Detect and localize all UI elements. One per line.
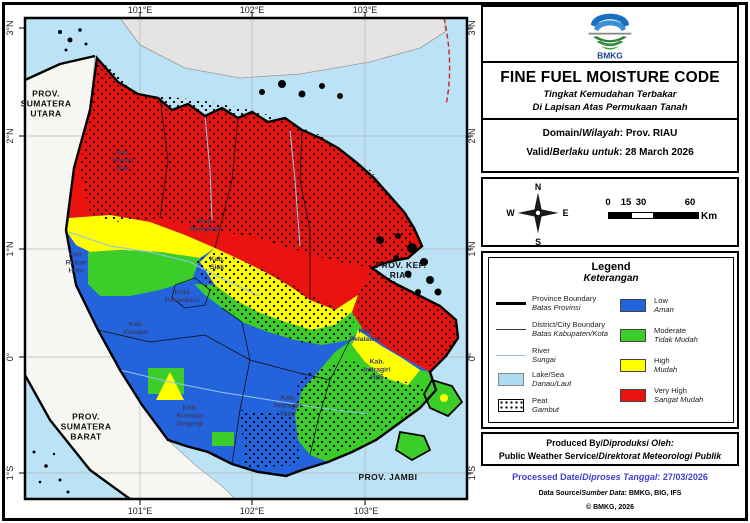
region-high-west <box>67 215 215 258</box>
lake-sea-swatch <box>498 372 524 386</box>
label-kab-kampar: Kab. Kampar <box>123 321 149 336</box>
lon-label-bottom-101: 101°E <box>127 506 153 516</box>
legend-item-very-high: Very High Sangat Mudah <box>617 386 703 405</box>
domain-line: Domain/Wilayah: Prov. RIAU <box>542 128 678 139</box>
produced-by-line: Produced By/Diproduksi Oleh: <box>546 438 674 448</box>
legend-subtitle: Keterangan <box>583 273 639 284</box>
label-kab-siak: Kab. Siak <box>209 256 225 271</box>
legend-box: Legend Keterangan Province Boundary Batas… <box>481 251 739 429</box>
svg-text:N: N <box>535 182 541 192</box>
lat-label-left-3n: 3°N <box>5 20 15 36</box>
lat-label-left-2n: 2°N <box>5 128 15 144</box>
label-kab-pelalawan: Kab. Pelalawan <box>349 328 383 343</box>
svg-text:S: S <box>535 237 541 246</box>
label-kota-pekanbaru: Kota Pekanbaru <box>164 289 200 304</box>
bmkg-logo-text: BMKG <box>597 51 623 61</box>
rivers <box>68 115 369 415</box>
map-area: 101°E 102°E 103°E 101°E 102°E 103°E 3°N … <box>5 5 477 516</box>
bmkg-logo: BMKG <box>588 13 632 61</box>
svg-text:E: E <box>563 208 569 218</box>
label-kab-rokan-hilir: Kab. Rokan Hilir <box>112 149 134 172</box>
legend-item-high: High Mudah <box>617 356 677 375</box>
legend-item-province-boundary: Province Boundary Batas Provinsi <box>495 294 596 313</box>
lat-label-right-0: 0° <box>467 352 477 362</box>
peat-overlay <box>80 58 456 468</box>
district-boundary-symbol <box>496 328 526 331</box>
map-subtitle-1: Tingkat Kemudahan Terbakar <box>543 89 677 100</box>
title-box: FINE FUEL MOISTURE CODE Tingkat Kemudaha… <box>481 61 739 120</box>
label-prov-sumatera-utara: PROV. SUMATERA UTARA <box>20 88 72 118</box>
map-content <box>25 18 467 499</box>
international-boundary-line <box>443 18 451 106</box>
info-panel: BMKG FINE FUEL MOISTURE CODE Tingkat Kem… <box>481 5 743 517</box>
lat-label-left-1s: 1°S <box>5 465 15 481</box>
lat-label-left-0: 0° <box>5 352 15 362</box>
river-symbol <box>496 354 526 357</box>
island-specks <box>32 28 442 494</box>
legend-item-district-boundary: District/City Boundary Batas Kabupaten/Ko… <box>495 320 608 339</box>
lat-label-right-3n: 3°N <box>467 20 477 36</box>
label-prov-kep-riau: PROV. KEP. RIAU <box>375 260 427 280</box>
label-kab-kuantan-singingi: Kab. Kuantan Singingi <box>176 404 204 427</box>
map-frame <box>23 16 469 501</box>
compass-rose-icon: N S E W <box>506 182 569 246</box>
logo-box: BMKG <box>481 5 739 63</box>
province-boundary-symbol <box>496 301 526 305</box>
valid-line: Valid/Berlaku untuk: 28 March 2026 <box>526 147 694 158</box>
legend-item-river: River Sungai <box>495 346 556 365</box>
produced-by-box: Produced By/Diproduksi Oleh: Public Weat… <box>481 432 739 466</box>
region-moderate-west <box>88 250 200 296</box>
label-prov-sumatera-barat: PROV. SUMATERA BARAT <box>60 411 112 441</box>
small-inlier-patches <box>148 368 234 446</box>
neighbour-coastlines <box>25 54 131 499</box>
label-kab-indragiri-hilir: Kab. Indragiri Hilir <box>363 358 391 381</box>
producer-line: Public Weather Service/Direktorat Meteor… <box>498 451 722 462</box>
map-canvas <box>19 12 473 505</box>
province-boundary-line <box>64 55 460 478</box>
high-swatch <box>620 358 646 372</box>
scale-bar: 0 15 30 60 Km <box>605 197 718 222</box>
lon-label-top-103: 103°E <box>352 5 378 15</box>
axis-ticks <box>19 12 473 505</box>
lon-label-top-102: 102°E <box>239 5 265 15</box>
legend-item-moderate: Moderate Tidak Mudah <box>617 326 698 345</box>
low-swatch <box>620 298 646 312</box>
processed-date-line: Processed Date/Diproses Tanggal: 27/03/2… <box>512 472 708 482</box>
label-prov-jambi: PROV. JAMBI <box>358 472 418 483</box>
peat-swatch <box>498 398 524 412</box>
region-high-east <box>352 330 420 385</box>
label-kab-indragiri-hulu: Kab. Indragiri Hulu <box>274 394 302 417</box>
label-kab-rokan-hulu: Kab. Rokan Hulu <box>65 251 87 274</box>
domain-box: Domain/Wilayah: Prov. RIAU Valid/Berlaku… <box>481 118 739 173</box>
legend-item-lake-sea: Lake/Sea Danau/Laut <box>495 370 571 389</box>
moderate-swatch <box>620 328 646 342</box>
lon-label-bottom-103: 103°E <box>353 506 379 516</box>
coastal-islets <box>394 378 464 462</box>
legend-title: Legend <box>591 261 631 273</box>
very-high-swatch <box>620 388 646 402</box>
data-source-line: Data Source/Sumber Data: BMKG, BIG, IFS <box>538 490 682 497</box>
outside-land-north <box>119 18 446 79</box>
lat-label-right-2n: 2°N <box>467 128 477 144</box>
map-subtitle-2: Di Lapisan Atas Permukaan Tanah <box>532 102 688 113</box>
lon-label-bottom-102: 102°E <box>239 506 265 516</box>
district-boundaries <box>97 97 351 465</box>
lat-label-right-1n: 1°N <box>467 241 477 257</box>
svg-text:W: W <box>506 208 515 218</box>
legend-item-low: Low Aman <box>617 296 674 315</box>
map-title: FINE FUEL MOISTURE CODE <box>500 69 720 86</box>
lon-label-top-101: 101°E <box>127 5 153 15</box>
lat-label-right-1s: 1°S <box>467 465 477 481</box>
copyright-line: © BMKG, 2026 <box>586 504 634 511</box>
lat-label-left-1n: 1°N <box>5 241 15 257</box>
legend-inner-frame: Legend Keterangan Province Boundary Batas… <box>488 257 734 423</box>
label-kab-bengkalis: Kab. Bengkalis <box>189 218 223 233</box>
legend-item-peat: Peat Gambut <box>495 396 559 415</box>
compass-scale-box: N S E W 0 15 30 60 Km <box>481 177 739 247</box>
